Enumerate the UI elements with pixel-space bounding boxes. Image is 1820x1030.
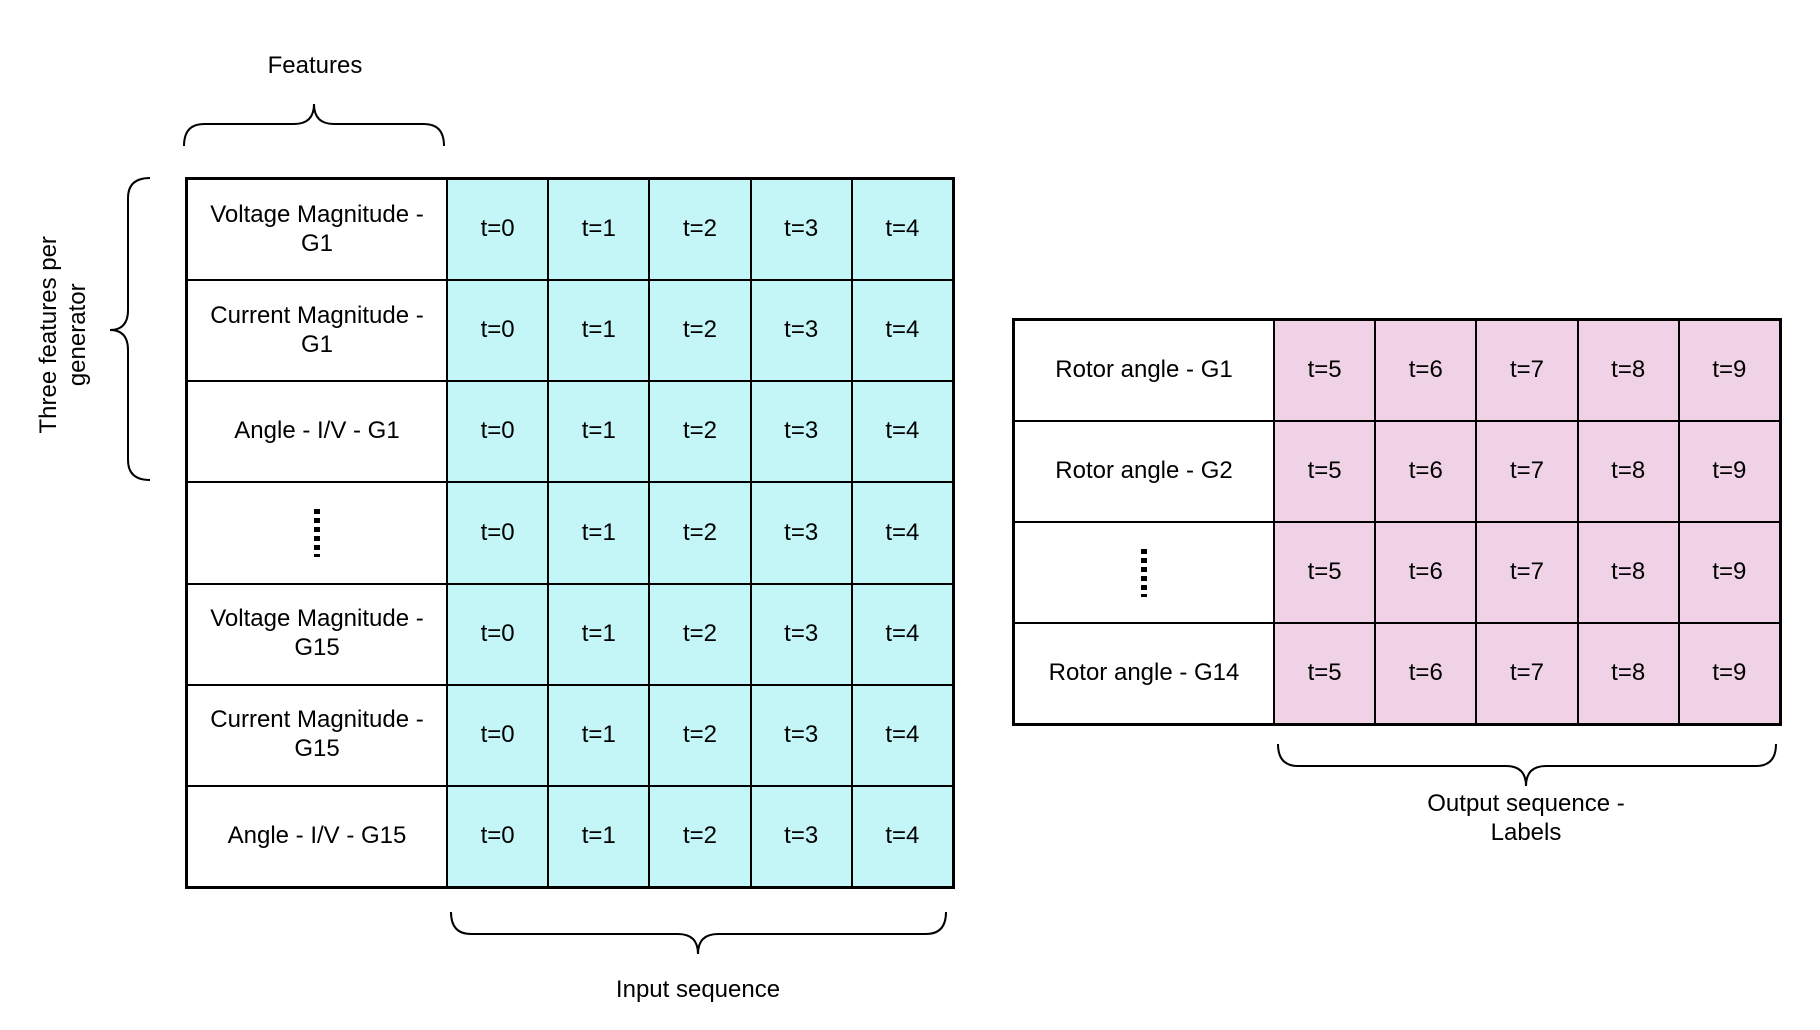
output-time-cell: t=5	[1274, 623, 1376, 724]
input-time-cell: t=3	[750, 684, 852, 786]
input-time-cell: t=2	[649, 583, 751, 685]
input-time-cell: t=1	[548, 482, 650, 584]
vertical-ellipsis-icon	[314, 508, 320, 557]
input-time-cell: t=0	[447, 482, 549, 584]
input-feature-cell: Current Magnitude - G15	[187, 684, 447, 786]
output-time-cell: t=8	[1577, 623, 1679, 724]
features-label: Features	[267, 52, 363, 79]
input-sequence-table: Voltage Magnitude - G1 t=0 t=1 t=2 t=3 t=4 Cur…	[185, 177, 955, 889]
input-sequence-label: Input sequence	[615, 976, 781, 1003]
output-time-cell: t=9	[1678, 522, 1780, 623]
output-time-cell: t=7	[1476, 320, 1578, 421]
input-time-cell: t=0	[447, 785, 549, 887]
input-time-cell: t=4	[851, 785, 953, 887]
output-time-cell: t=6	[1375, 623, 1477, 724]
input-time-cell: t=0	[447, 280, 549, 382]
input-time-cell: t=3	[750, 785, 852, 887]
output-time-cell: t=7	[1476, 421, 1578, 522]
vertical-ellipsis-icon	[1141, 548, 1147, 597]
input-time-cell: t=1	[548, 583, 650, 685]
output-time-cell: t=6	[1375, 522, 1477, 623]
input-time-cell: t=1	[548, 179, 650, 281]
output-feature-cell: Rotor angle - G2	[1014, 421, 1274, 522]
output-feature-cell: Rotor angle - G14	[1014, 623, 1274, 724]
input-time-cell: t=2	[649, 179, 751, 281]
input-time-cell: t=4	[851, 684, 953, 786]
input-time-cell: t=0	[447, 684, 549, 786]
input-time-cell: t=1	[548, 684, 650, 786]
input-time-cell: t=2	[649, 785, 751, 887]
input-time-cell: t=3	[750, 583, 852, 685]
output-time-cell: t=9	[1678, 320, 1780, 421]
input-time-cell: t=2	[649, 381, 751, 483]
input-time-cell: t=3	[750, 482, 852, 584]
input-time-cell: t=4	[851, 381, 953, 483]
input-feature-cell: Voltage Magnitude - G1	[187, 179, 447, 281]
input-time-cell: t=2	[649, 482, 751, 584]
output-time-cell: t=5	[1274, 421, 1376, 522]
output-time-cell: t=8	[1577, 522, 1679, 623]
input-time-cell: t=1	[548, 785, 650, 887]
input-time-cell: t=4	[851, 179, 953, 281]
output-feature-cell: Rotor angle - G1	[1014, 320, 1274, 421]
input-time-cell: t=4	[851, 583, 953, 685]
input-time-cell: t=3	[750, 381, 852, 483]
output-sequence-label: Output sequence - Labels	[1427, 790, 1625, 846]
output-time-cell: t=7	[1476, 522, 1578, 623]
input-feature-cell: Current Magnitude - G1	[187, 280, 447, 382]
input-feature-cell: Angle - I/V - G15	[187, 785, 447, 887]
output-time-cell: t=9	[1678, 421, 1780, 522]
input-time-cell: t=3	[750, 179, 852, 281]
output-time-cell: t=7	[1476, 623, 1578, 724]
input-time-cell: t=4	[851, 280, 953, 382]
output-time-cell: t=6	[1375, 320, 1477, 421]
input-time-cell: t=1	[548, 280, 650, 382]
input-time-cell: t=4	[851, 482, 953, 584]
output-time-cell: t=6	[1375, 421, 1477, 522]
output-time-cell: t=9	[1678, 623, 1780, 724]
input-time-cell: t=0	[447, 381, 549, 483]
output-time-cell: t=8	[1577, 421, 1679, 522]
output-sequence-table: Rotor angle - G1 t=5 t=6 t=7 t=8 t=9 Rotor ang…	[1012, 318, 1782, 726]
input-time-cell: t=2	[649, 684, 751, 786]
input-time-cell: t=3	[750, 280, 852, 382]
input-time-cell: t=1	[548, 381, 650, 483]
input-time-cell: t=0	[447, 583, 549, 685]
input-time-cell: t=2	[649, 280, 751, 382]
input-ellipsis-cell	[187, 482, 447, 584]
output-time-cell: t=8	[1577, 320, 1679, 421]
output-ellipsis-cell	[1014, 522, 1274, 623]
input-time-cell: t=0	[447, 179, 549, 281]
output-time-cell: t=5	[1274, 522, 1376, 623]
output-time-cell: t=5	[1274, 320, 1376, 421]
input-feature-cell: Voltage Magnitude - G15	[187, 583, 447, 685]
input-feature-cell: Angle - I/V - G1	[187, 381, 447, 483]
